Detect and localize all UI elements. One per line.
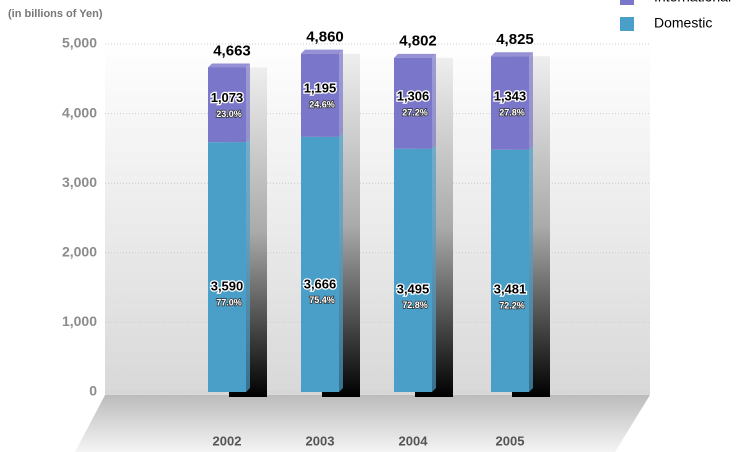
total-label: 4,860: [306, 29, 344, 46]
value-label: 1,195: [304, 81, 337, 96]
y-tick-label: 2,000: [62, 244, 97, 260]
bar-segment: [301, 53, 339, 137]
total-label: 4,663: [213, 42, 251, 59]
total-label: 4,825: [496, 31, 534, 48]
bar-segment: [491, 149, 529, 392]
share-label: 72.8%: [402, 300, 428, 310]
y-tick-label: 4,000: [62, 104, 97, 120]
value-label: 1,073: [211, 90, 244, 105]
share-label: 75.4%: [309, 295, 335, 305]
value-label: 1,343: [494, 88, 527, 103]
value-label: 3,666: [304, 276, 337, 291]
bar-side: [339, 132, 343, 392]
bar-segment: [394, 57, 432, 149]
share-label: 27.8%: [499, 107, 525, 117]
bar-top: [394, 53, 436, 58]
share-label: 77.0%: [216, 297, 242, 307]
bar-side: [246, 63, 250, 143]
bar-side: [529, 52, 533, 150]
legend-label: Domestic: [654, 15, 712, 31]
bar-top: [208, 63, 250, 68]
floor: [75, 395, 650, 452]
share-label: 24.6%: [309, 100, 335, 110]
x-tick-label: 2003: [306, 433, 335, 448]
legend-swatch: [620, 17, 634, 31]
bar-segment: [208, 142, 246, 392]
bar-top: [491, 52, 533, 57]
share-label: 72.2%: [499, 301, 525, 311]
value-label: 3,495: [397, 281, 430, 296]
bar-side: [246, 138, 250, 392]
bar-segment: [301, 136, 339, 392]
value-label: 3,590: [211, 278, 244, 293]
x-tick-label: 2004: [399, 433, 429, 448]
share-label: 27.2%: [402, 108, 428, 118]
plot-wall: [105, 40, 650, 395]
y-tick-label: 5,000: [62, 35, 97, 51]
bar-segment: [394, 148, 432, 392]
y-tick-label: 1,000: [62, 313, 97, 329]
x-tick-label: 2005: [496, 433, 525, 448]
total-label: 4,802: [399, 33, 437, 50]
y-tick-label: 3,000: [62, 174, 97, 190]
bar-side: [529, 145, 533, 392]
x-tick-label: 2002: [213, 433, 242, 448]
bar-segment: [208, 67, 246, 143]
value-label: 1,306: [397, 89, 430, 104]
y-axis-label: (in billions of Yen): [8, 8, 103, 20]
bar-side: [432, 144, 436, 392]
bar-side: [339, 49, 343, 137]
bar-top: [301, 49, 343, 54]
share-label: 23.0%: [216, 109, 242, 119]
legend-label: International: [654, 0, 731, 5]
value-label: 3,481: [494, 282, 527, 297]
y-tick-label: 0: [89, 383, 97, 399]
legend-swatch: [620, 0, 634, 5]
bar-side: [432, 53, 436, 149]
bar-segment: [491, 56, 529, 150]
